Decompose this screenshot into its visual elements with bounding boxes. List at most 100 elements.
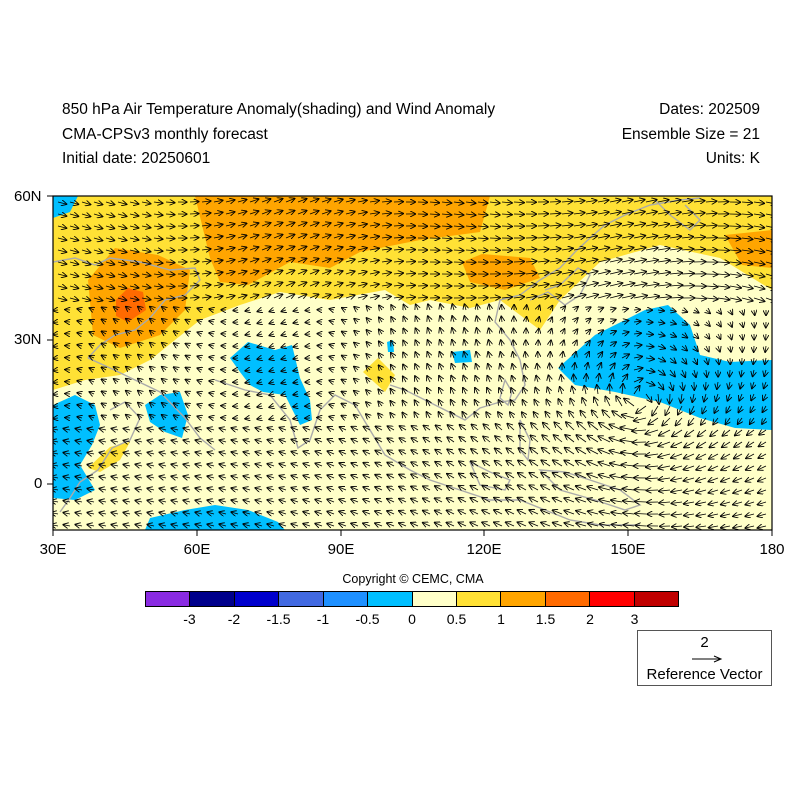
wind-vector bbox=[645, 248, 658, 250]
wind-vector bbox=[357, 248, 367, 250]
wind-vector bbox=[717, 274, 729, 275]
wind-vector bbox=[657, 370, 665, 375]
wind-vector bbox=[635, 502, 647, 503]
wind-vector bbox=[245, 334, 250, 335]
wind-vector bbox=[129, 214, 138, 216]
wind-vector bbox=[165, 226, 175, 227]
wind-vector bbox=[90, 380, 95, 382]
wind-vector bbox=[105, 298, 114, 300]
wind-vector bbox=[465, 226, 476, 227]
wind-vector bbox=[309, 294, 318, 298]
wind-vector bbox=[682, 346, 687, 351]
wind-vector bbox=[525, 296, 537, 298]
wind-vector bbox=[342, 368, 346, 370]
wind-vector bbox=[261, 211, 270, 214]
wind-vector bbox=[561, 213, 573, 214]
wind-vector bbox=[117, 214, 126, 216]
wind-vector bbox=[633, 296, 647, 299]
wind-vector bbox=[465, 202, 476, 203]
wind-vector bbox=[753, 286, 764, 289]
wind-vector bbox=[609, 308, 616, 310]
lon-label-150e: 150E bbox=[610, 541, 646, 558]
wind-vector bbox=[717, 298, 729, 300]
wind-vector bbox=[538, 317, 539, 322]
wind-vector bbox=[321, 199, 331, 202]
wind-vector bbox=[550, 317, 552, 322]
wind-vector bbox=[81, 238, 90, 241]
wind-vector bbox=[233, 310, 238, 311]
wind-vector bbox=[753, 238, 764, 240]
wind-vector bbox=[165, 202, 175, 203]
wind-vector bbox=[102, 367, 106, 370]
wind-vector bbox=[682, 334, 687, 338]
wind-vector bbox=[489, 214, 500, 215]
wind-vector bbox=[333, 235, 343, 238]
wind-vector bbox=[367, 306, 370, 310]
wind-vector bbox=[705, 286, 718, 287]
wind-vector bbox=[452, 316, 454, 323]
wind-vector bbox=[90, 332, 95, 334]
wind-vector bbox=[309, 283, 318, 287]
wind-vector bbox=[741, 369, 742, 376]
wind-vector bbox=[293, 382, 298, 383]
wind-vector bbox=[57, 226, 66, 228]
wind-vector bbox=[273, 199, 282, 202]
wind-vector bbox=[201, 297, 211, 298]
wind-vector bbox=[489, 202, 500, 203]
wind-vector bbox=[513, 285, 524, 286]
wind-vector bbox=[201, 285, 211, 286]
lat-label-30n: 30N bbox=[14, 331, 42, 348]
wind-vector bbox=[342, 320, 346, 322]
wind-vector bbox=[609, 342, 616, 346]
wind-vector bbox=[765, 202, 772, 204]
wind-vector bbox=[174, 355, 178, 358]
wind-vector bbox=[645, 296, 659, 298]
wind-vector bbox=[90, 344, 95, 346]
wind-vector bbox=[114, 343, 118, 346]
wind-vector bbox=[621, 283, 634, 286]
wind-vector bbox=[753, 226, 764, 228]
wind-vector bbox=[225, 236, 235, 238]
wind-vector bbox=[694, 357, 697, 364]
wind-vector bbox=[453, 226, 463, 227]
wind-vector bbox=[550, 364, 551, 371]
wind-vector bbox=[69, 274, 78, 276]
wind-vector bbox=[189, 250, 199, 251]
wind-vector bbox=[357, 272, 367, 274]
wind-vector bbox=[597, 212, 609, 214]
wind-vector bbox=[706, 346, 709, 351]
wind-vector bbox=[669, 310, 676, 311]
wind-vector bbox=[102, 379, 106, 382]
wind-vector bbox=[645, 370, 654, 372]
wind-vector bbox=[718, 322, 721, 326]
wind-vector bbox=[381, 273, 391, 274]
wind-vector bbox=[391, 365, 394, 370]
wind-vector bbox=[562, 318, 565, 322]
wind-vector bbox=[391, 317, 394, 322]
wind-vector bbox=[501, 297, 512, 298]
wind-vector bbox=[609, 283, 622, 286]
wind-vector bbox=[393, 225, 403, 226]
wind-vector bbox=[706, 310, 710, 313]
wind-vector bbox=[357, 296, 367, 298]
wind-vector bbox=[225, 224, 235, 226]
wind-vector bbox=[165, 250, 175, 251]
wind-vector bbox=[598, 352, 602, 359]
wind-vector bbox=[141, 202, 150, 204]
wind-vector bbox=[249, 223, 258, 226]
wind-vector bbox=[669, 285, 682, 286]
wind-vector bbox=[237, 259, 246, 262]
wind-vector bbox=[333, 283, 343, 286]
wind-vector bbox=[297, 211, 307, 214]
colorbar-box bbox=[323, 592, 369, 606]
wind-vector bbox=[53, 370, 58, 371]
wind-vector bbox=[415, 364, 418, 371]
wind-vector bbox=[150, 343, 154, 346]
wind-vector bbox=[153, 298, 162, 299]
colorbar-label: -2 bbox=[227, 611, 241, 627]
wind-vector bbox=[345, 224, 355, 226]
wind-vector bbox=[645, 284, 659, 286]
wind-vector bbox=[93, 274, 102, 277]
wind-vector bbox=[403, 329, 406, 334]
wind-vector bbox=[573, 213, 585, 214]
